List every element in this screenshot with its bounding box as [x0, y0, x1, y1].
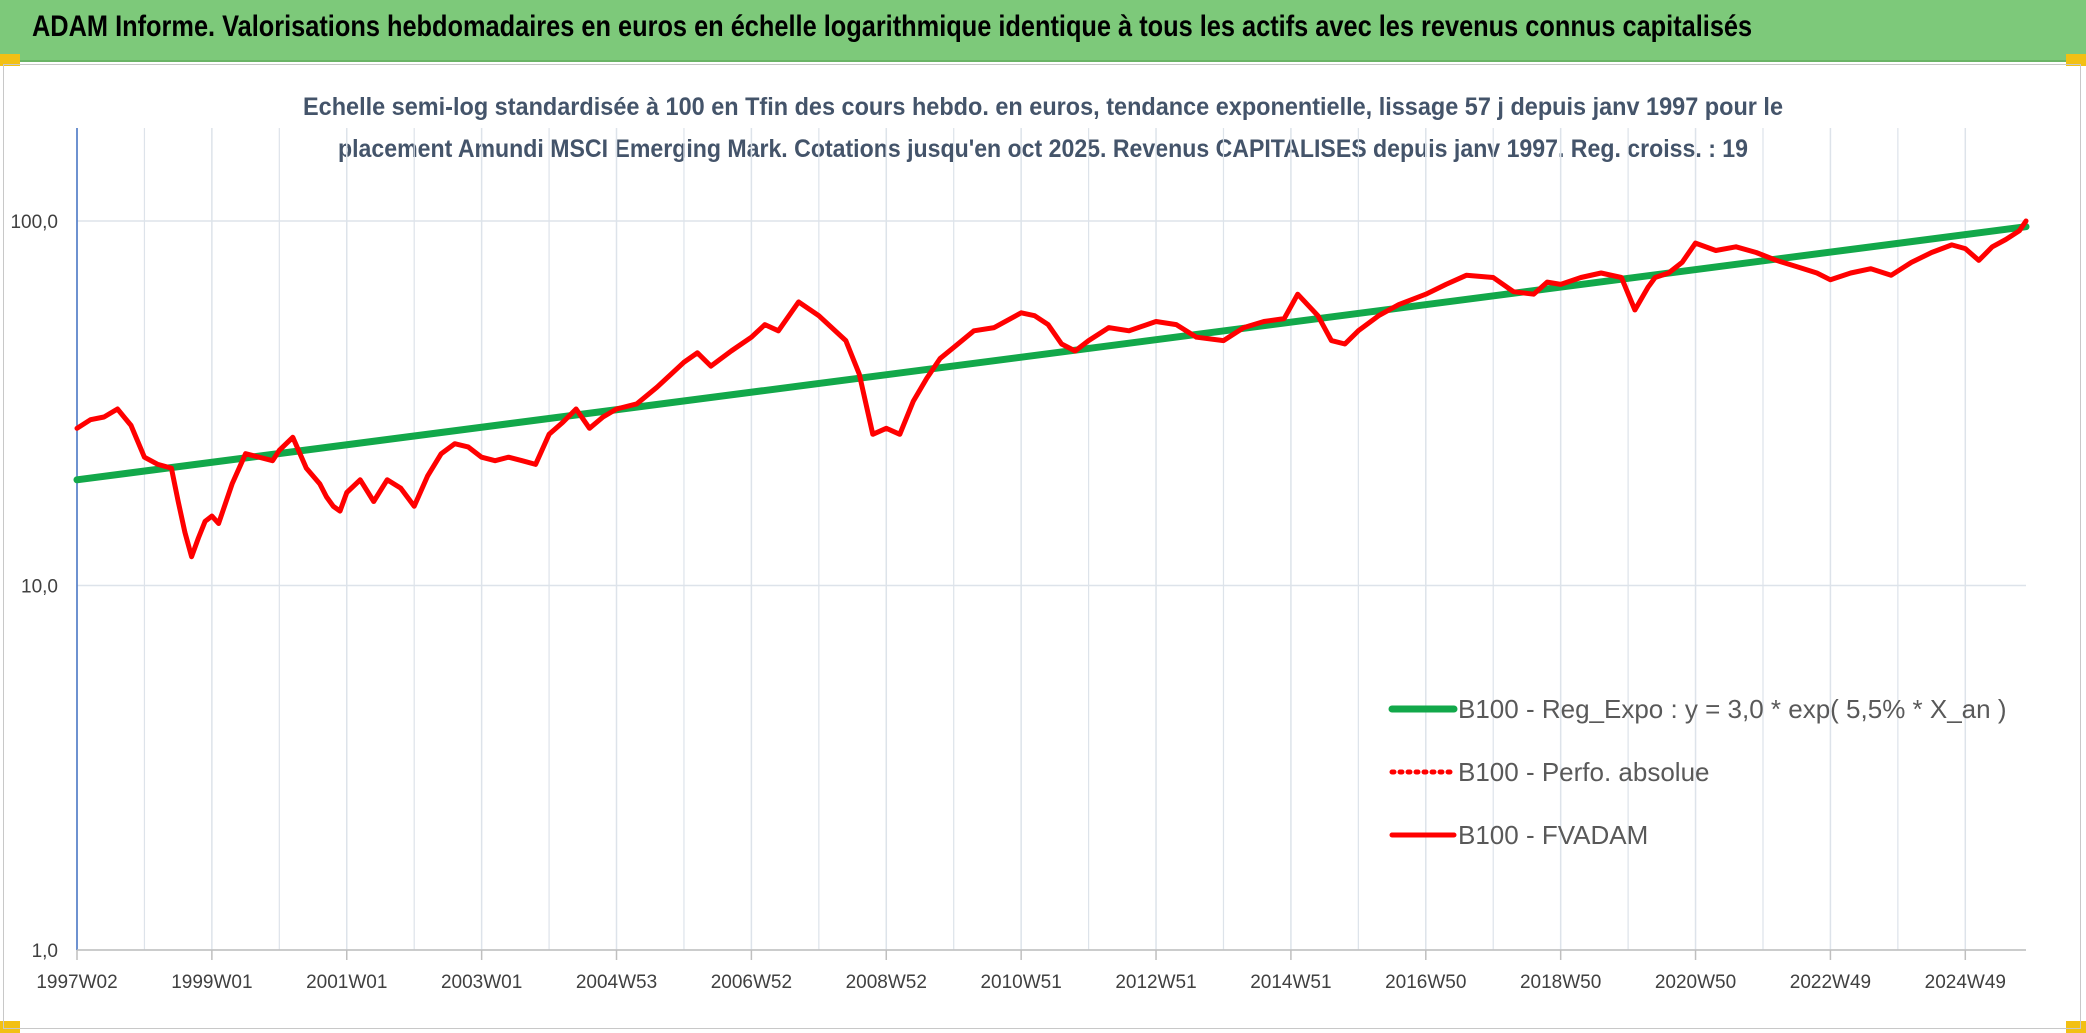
legend-label: B100 - FVADAM — [1458, 820, 1648, 850]
x-tick-label: 2014W51 — [1250, 972, 1331, 993]
x-tick-label: 2018W50 — [1520, 972, 1601, 993]
chart-frame — [3, 64, 2081, 1029]
legend-label: B100 - Perfo. absolue — [1458, 757, 1710, 787]
x-tick-label: 2008W52 — [846, 972, 927, 993]
x-tick-label: 2020W50 — [1655, 972, 1736, 993]
x-tick-label: 1997W02 — [36, 972, 117, 993]
corner-accent-bottom-right — [2066, 1021, 2086, 1033]
corner-accent-left — [0, 54, 20, 66]
legend-label: B100 - Reg_Expo : y = 3,0 * exp( 5,5% * … — [1458, 694, 2007, 724]
x-tick-label: 2012W51 — [1115, 972, 1196, 993]
x-tick-label: 1999W01 — [171, 972, 252, 993]
axes: 1,0 10,0 100,0 1997W02 1999W01 2001W01 2003W01… — [10, 128, 2026, 993]
x-tick-label: 2001W01 — [306, 972, 387, 993]
grid-lines — [76, 128, 2026, 951]
series-layer — [73, 218, 2030, 560]
legend: B100 - Reg_Expo : y = 3,0 * exp( 5,5% * … — [1388, 694, 2007, 850]
x-tick-label: 2024W49 — [1925, 972, 2006, 993]
chart-subtitle-line-1: Echelle semi-log standardisée à 100 en T… — [303, 93, 1783, 121]
corner-accent-right — [2066, 54, 2086, 66]
x-tick-label: 2004W53 — [576, 972, 657, 993]
chart-subtitle: Echelle semi-log standardisée à 100 en T… — [303, 93, 1783, 163]
corner-accent-bottom-left — [0, 1021, 20, 1033]
x-tick-label: 2016W50 — [1385, 972, 1466, 993]
y-tick-label: 10,0 — [21, 577, 58, 598]
y-tick-label: 100,0 — [10, 212, 58, 233]
header-bar: ADAM Informe. Valorisations hebdomadaire… — [0, 0, 2086, 62]
regression-line — [73, 223, 2030, 484]
y-tick-label: 1,0 — [32, 941, 58, 962]
x-tick-label: 2010W51 — [980, 972, 1061, 993]
chart-subtitle-line-2: placement Amundi MSCI Emerging Mark. Cot… — [338, 135, 1748, 163]
x-tick-label: 2022W49 — [1790, 972, 1871, 993]
series-line-fvadam — [74, 218, 2029, 560]
x-tick-label: 2003W01 — [441, 972, 522, 993]
page-title: ADAM Informe. Valorisations hebdomadaire… — [32, 10, 1753, 43]
x-tick-label: 2006W52 — [711, 972, 792, 993]
